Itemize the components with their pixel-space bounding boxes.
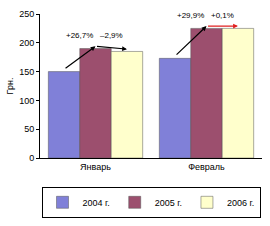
svg-text:Январь: Январь bbox=[80, 162, 111, 172]
svg-text:100: 100 bbox=[19, 96, 34, 106]
svg-text:2004 г.: 2004 г. bbox=[83, 198, 110, 208]
svg-text:0: 0 bbox=[29, 153, 34, 163]
svg-text:150: 150 bbox=[19, 67, 34, 77]
svg-text:50: 50 bbox=[24, 124, 34, 134]
svg-text:Грн.: Грн. bbox=[5, 78, 15, 95]
svg-text:200: 200 bbox=[19, 38, 34, 48]
svg-text:+29,9%: +29,9% bbox=[177, 11, 204, 20]
svg-text:+0,1%: +0,1% bbox=[211, 11, 234, 20]
svg-text:–2,9%: –2,9% bbox=[100, 31, 123, 40]
svg-text:Февраль: Февраль bbox=[188, 162, 225, 172]
svg-text:250: 250 bbox=[19, 9, 34, 19]
svg-text:+26,7%: +26,7% bbox=[66, 31, 93, 40]
svg-text:2006 г.: 2006 г. bbox=[227, 198, 254, 208]
svg-text:2005 г.: 2005 г. bbox=[155, 198, 182, 208]
